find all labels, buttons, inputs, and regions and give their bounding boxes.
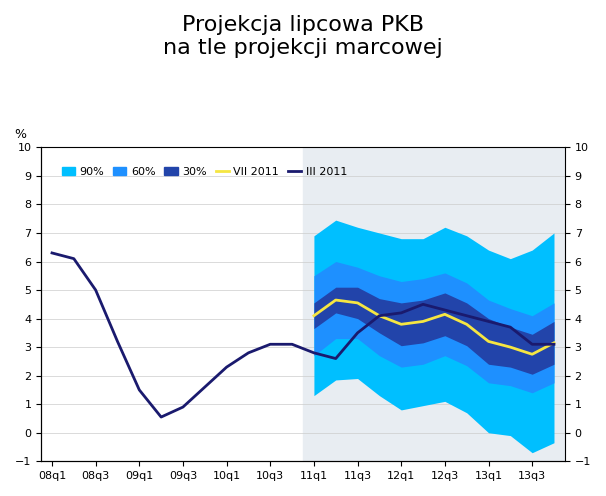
Y-axis label: %: % <box>14 128 26 141</box>
Legend: 90%, 60%, 30%, VII 2011, III 2011: 90%, 60%, 30%, VII 2011, III 2011 <box>57 162 351 181</box>
Bar <box>303 147 565 461</box>
Text: Projekcja lipcowa PKB
na tle projekcji marcowej: Projekcja lipcowa PKB na tle projekcji m… <box>163 15 443 58</box>
